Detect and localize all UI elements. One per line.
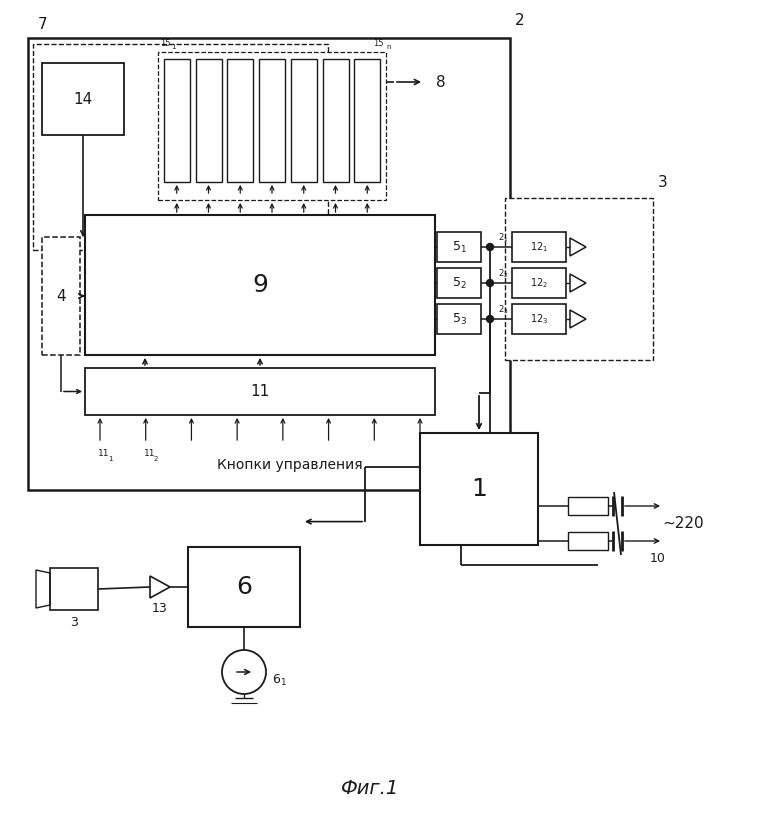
Text: 10: 10 (650, 552, 666, 565)
Text: ~220: ~220 (662, 516, 704, 531)
FancyBboxPatch shape (512, 232, 566, 262)
FancyBboxPatch shape (158, 52, 386, 200)
Text: 7: 7 (38, 17, 48, 32)
Text: 4: 4 (56, 288, 66, 303)
Text: 2$_1$: 2$_1$ (498, 232, 509, 244)
FancyBboxPatch shape (164, 59, 190, 182)
Text: 13: 13 (152, 602, 168, 615)
FancyBboxPatch shape (227, 59, 254, 182)
Text: 12$_1$: 12$_1$ (530, 240, 548, 254)
Circle shape (487, 315, 494, 323)
Text: 5$_3$: 5$_3$ (452, 311, 466, 327)
Text: 15: 15 (160, 39, 171, 48)
FancyBboxPatch shape (505, 198, 653, 360)
FancyBboxPatch shape (420, 433, 538, 545)
Text: Фиг.1: Фиг.1 (341, 779, 399, 798)
Text: 2$_2$: 2$_2$ (498, 268, 509, 280)
Text: 12$_3$: 12$_3$ (530, 312, 548, 326)
Text: 1: 1 (108, 456, 112, 462)
FancyBboxPatch shape (259, 59, 285, 182)
Text: 6: 6 (236, 575, 252, 599)
FancyBboxPatch shape (50, 568, 98, 610)
FancyBboxPatch shape (188, 547, 300, 627)
Text: 11: 11 (144, 449, 155, 458)
Circle shape (487, 279, 494, 287)
Text: 3: 3 (70, 615, 78, 628)
Text: 3: 3 (658, 175, 668, 190)
Text: 1: 1 (471, 477, 487, 501)
FancyBboxPatch shape (354, 59, 381, 182)
Text: Кнопки управления: Кнопки управления (217, 458, 363, 472)
Text: 6$_1$: 6$_1$ (272, 672, 287, 688)
Text: 9: 9 (252, 273, 268, 297)
FancyBboxPatch shape (437, 268, 481, 298)
Text: 8: 8 (436, 74, 445, 90)
FancyBboxPatch shape (437, 232, 481, 262)
FancyBboxPatch shape (568, 532, 608, 550)
Text: 2: 2 (154, 456, 158, 462)
FancyBboxPatch shape (85, 215, 435, 355)
Text: 11: 11 (250, 384, 270, 399)
Text: 12$_2$: 12$_2$ (530, 276, 548, 290)
Text: 1: 1 (171, 44, 176, 50)
Text: 15: 15 (374, 39, 384, 48)
FancyBboxPatch shape (196, 59, 222, 182)
FancyBboxPatch shape (512, 268, 566, 298)
FancyBboxPatch shape (291, 59, 317, 182)
FancyBboxPatch shape (42, 63, 124, 135)
FancyBboxPatch shape (28, 38, 510, 490)
Text: n: n (386, 44, 391, 50)
FancyBboxPatch shape (42, 237, 80, 355)
FancyBboxPatch shape (437, 304, 481, 334)
FancyBboxPatch shape (85, 368, 435, 415)
Text: 2: 2 (515, 13, 525, 28)
FancyBboxPatch shape (568, 497, 608, 515)
Text: 5$_2$: 5$_2$ (452, 275, 466, 291)
Text: 14: 14 (73, 92, 93, 106)
FancyBboxPatch shape (512, 304, 566, 334)
Text: 11: 11 (98, 449, 109, 458)
Circle shape (487, 243, 494, 251)
FancyBboxPatch shape (322, 59, 349, 182)
FancyBboxPatch shape (33, 44, 328, 250)
Text: 2$_3$: 2$_3$ (498, 304, 509, 316)
Text: 5$_1$: 5$_1$ (452, 239, 466, 255)
